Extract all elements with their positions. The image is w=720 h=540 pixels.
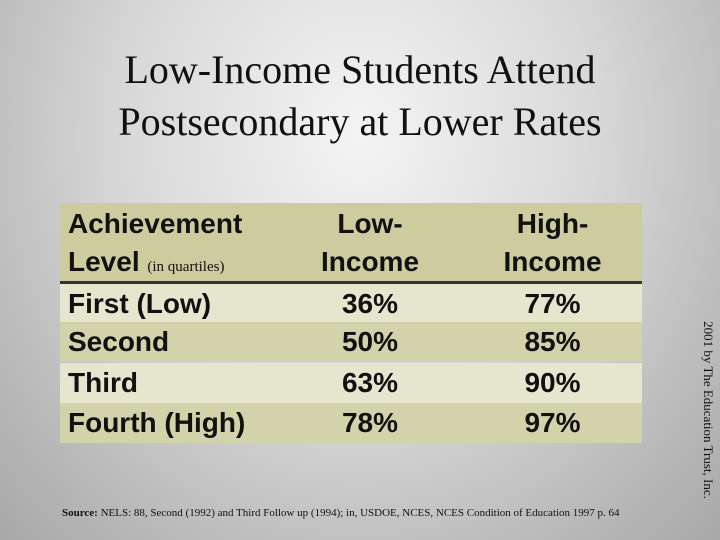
table-cell: Fourth (High): [68, 407, 246, 438]
table-cell: 77%: [524, 288, 581, 319]
table-cell: First (Low): [68, 288, 212, 319]
source-note: Source: NELS: 88, Second (1992) and Thir…: [62, 507, 620, 519]
credit: 2001 by The Education Trust, Inc.: [701, 321, 716, 499]
table-cell: 50%: [341, 326, 399, 357]
table-cell: Third: [68, 367, 138, 398]
header-low: Low-Income: [320, 208, 420, 277]
header-level: Achievement Level: [68, 208, 243, 277]
header-row: Achievement Level (in quartiles) Low-Inc…: [60, 203, 642, 284]
source-text: NELS: 88, Second (1992) and Third Follow…: [100, 507, 620, 519]
table-cell: 97%: [524, 407, 581, 438]
table-cell: Second: [68, 326, 170, 357]
slide-title: Low-Income Students Attend Postsecondary…: [118, 47, 602, 144]
table-cell: 63%: [341, 367, 399, 398]
table-cell: 78%: [341, 407, 399, 438]
header-level-cell: Achievement Level (in quartiles): [68, 205, 268, 286]
table: Achievement Level (in quartiles) Low-Inc…: [60, 203, 642, 443]
header-high: High-Income: [503, 208, 602, 277]
table-cell: 85%: [524, 326, 581, 357]
table-cell: 90%: [524, 367, 581, 398]
table-cell: 36%: [341, 288, 399, 319]
source-label: Source:: [62, 507, 98, 519]
header-level-note: (in quartiles): [147, 259, 225, 275]
table-row: Third 63% 90%: [60, 363, 642, 403]
table-row: Second 50% 85%: [60, 322, 642, 362]
table-row: Fourth (High) 78% 97%: [60, 403, 642, 443]
table-row: First (Low) 36% 77%: [60, 284, 642, 324]
